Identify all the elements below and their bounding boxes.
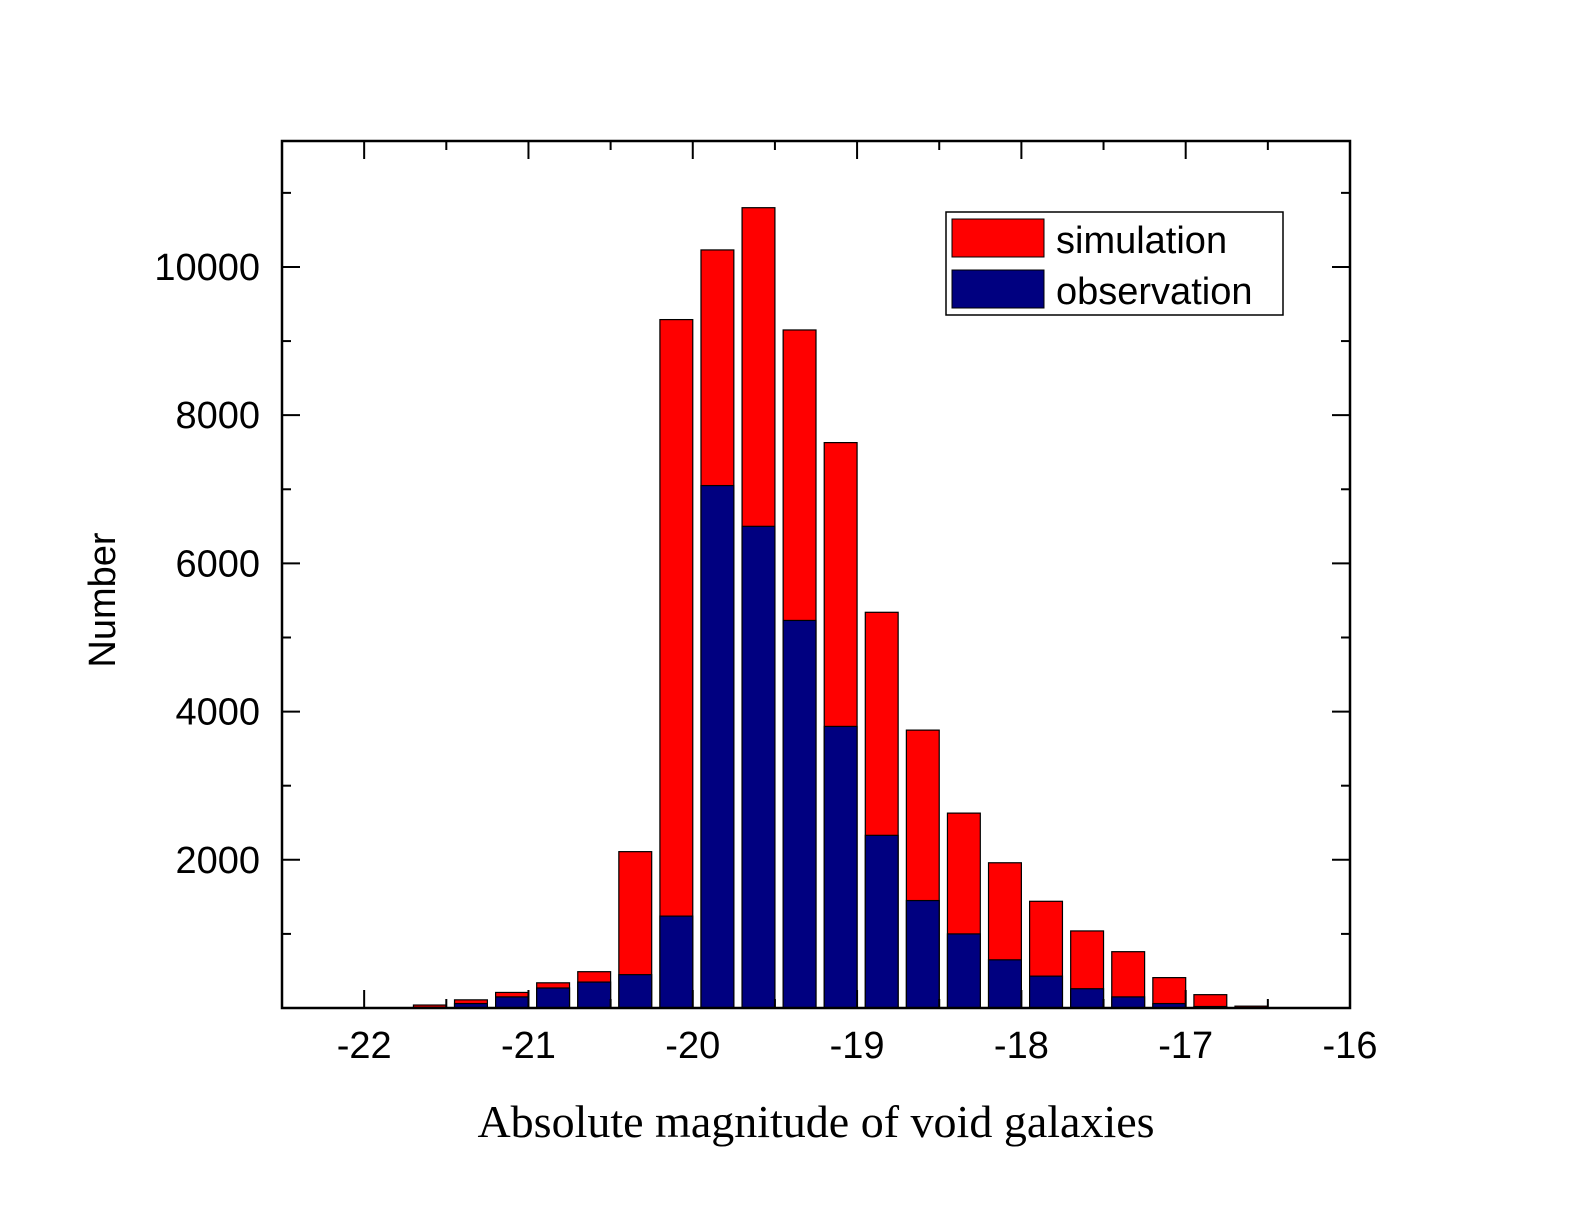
observation-bar — [700, 484, 735, 1009]
y-tick-label: 6000 — [175, 543, 260, 585]
observation-bar — [1070, 988, 1105, 1009]
x-tick-label: -17 — [1158, 1025, 1213, 1067]
y-tick-label: 8000 — [175, 395, 260, 437]
x-tick-label: -18 — [994, 1025, 1049, 1067]
legend: simulation observation — [945, 211, 1284, 316]
observation-bars — [412, 484, 1269, 1009]
x-tick-label: -19 — [830, 1025, 885, 1067]
observation-bar — [577, 981, 612, 1009]
observation-bar — [782, 619, 817, 1009]
simulation-bar — [1152, 977, 1187, 1009]
observation-bar — [905, 899, 940, 1009]
observation-bar — [946, 933, 981, 1009]
observation-bar — [536, 987, 571, 1009]
x-tick-label: -20 — [665, 1025, 720, 1067]
observation-bar — [1028, 975, 1064, 1009]
x-tick-label: -21 — [501, 1025, 556, 1067]
x-tick-label: -16 — [1323, 1025, 1378, 1067]
x-axis-tick-labels: -22 -21 -20 -19 -18 -17 -16 — [337, 1025, 1378, 1067]
observation-bar — [618, 974, 653, 1009]
y-axis-tick-labels: 2000 4000 6000 8000 10000 — [154, 247, 260, 882]
observation-bar — [864, 834, 899, 1009]
legend-label-simulation: simulation — [1056, 220, 1227, 262]
x-axis-title: Absolute magnitude of void galaxies — [477, 1096, 1154, 1147]
observation-bar — [495, 996, 530, 1009]
legend-label-observation: observation — [1056, 271, 1252, 313]
y-tick-label: 10000 — [154, 247, 260, 289]
legend-swatch-observation — [951, 269, 1045, 309]
y-tick-label: 4000 — [175, 692, 260, 734]
plot-frame — [280, 139, 1352, 1010]
observation-bar — [659, 915, 694, 1009]
observation-bar — [987, 959, 1022, 1009]
y-axis-title: Number — [82, 532, 124, 667]
observation-bar — [823, 725, 858, 1009]
axis-ticks — [281, 141, 1351, 1008]
observation-bar — [741, 525, 776, 1009]
y-tick-label: 2000 — [175, 840, 260, 882]
observation-bar — [1111, 996, 1146, 1009]
simulation-bar — [659, 318, 694, 1009]
x-tick-label: -22 — [337, 1025, 392, 1067]
legend-swatch-simulation — [951, 218, 1045, 258]
